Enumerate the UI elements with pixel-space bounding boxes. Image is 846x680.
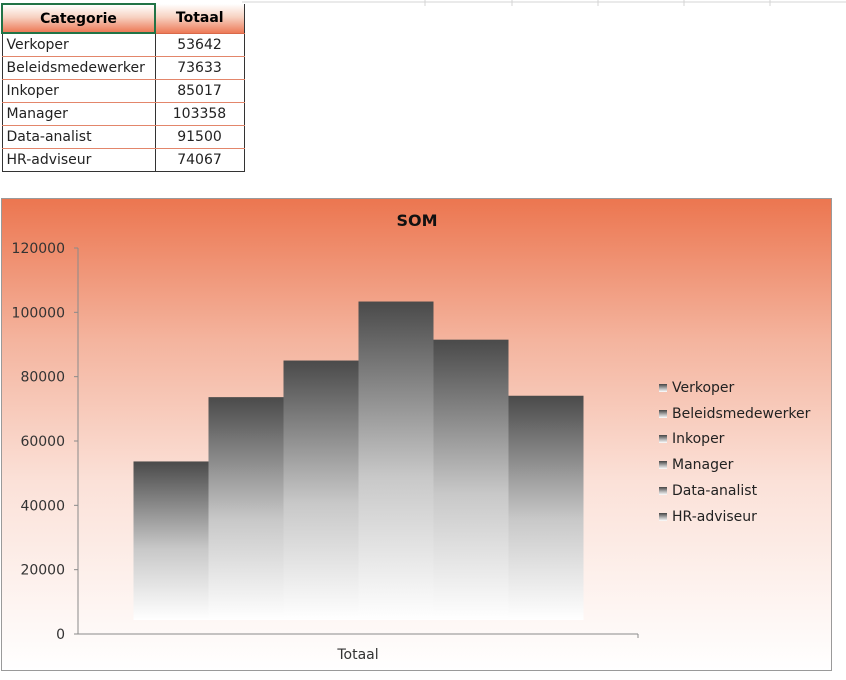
chart-area[interactable]: SOM 0 20000 40000 60000 80000 100000 120000 Tota… (1, 198, 832, 671)
legend-label: Manager (672, 457, 734, 474)
x-category-label: Totaal (336, 647, 378, 663)
cell-totaal[interactable]: 73633 (155, 56, 245, 80)
table-row: HR-adviseur 74067 (1, 148, 245, 172)
bar-inkoper (283, 360, 359, 620)
chart-title: SOM (396, 211, 437, 230)
cell-categorie[interactable]: Data-analist (1, 125, 156, 149)
bar-hr-adviseur (508, 395, 584, 620)
legend-label: Beleidsmedewerker (672, 405, 811, 422)
cell-categorie[interactable]: Manager (1, 102, 156, 126)
legend-label: Data-analist (672, 483, 758, 500)
table-row: Manager 103358 (1, 102, 245, 126)
bar-manager (358, 301, 434, 620)
chart-legend[interactable]: Verkoper Beleidsmedewerker Inkoper Manager D… (659, 375, 810, 530)
y-tick-label: 100000 (12, 305, 65, 321)
table-row: Verkoper 53642 (1, 33, 245, 57)
cell-totaal[interactable]: 85017 (155, 79, 245, 103)
cell-totaal[interactable]: 53642 (155, 33, 245, 57)
cell-totaal[interactable]: 103358 (155, 102, 245, 126)
cell-categorie[interactable]: HR-adviseur (1, 148, 156, 172)
header-categorie[interactable]: Categorie (1, 3, 156, 34)
y-tick-label: 120000 (12, 241, 65, 257)
table-row: Inkoper 85017 (1, 79, 245, 103)
cell-totaal[interactable]: 91500 (155, 125, 245, 149)
legend-label: HR-adviseur (672, 508, 757, 525)
header-totaal[interactable]: Totaal (155, 4, 245, 34)
cell-totaal[interactable]: 74067 (155, 148, 245, 172)
y-tick-label: 0 (56, 627, 65, 643)
legend-item[interactable]: HR-adviseur (659, 504, 810, 530)
legend-item[interactable]: Verkoper (659, 375, 810, 401)
legend-label: Inkoper (672, 431, 725, 448)
bar-beleidsmedewerker (208, 397, 284, 620)
y-tick-label: 60000 (20, 434, 65, 450)
cell-categorie[interactable]: Inkoper (1, 79, 156, 103)
bar-data-analist (433, 339, 509, 620)
legend-swatch-icon (659, 409, 667, 418)
legend-swatch-icon (659, 487, 667, 496)
y-tick-label: 40000 (20, 498, 65, 514)
data-table: Categorie Totaal Verkoper 53642 Beleidsmed… (1, 3, 245, 172)
table-row: Data-analist 91500 (1, 125, 245, 149)
legend-swatch-icon (659, 383, 667, 392)
y-tick-label: 20000 (20, 563, 65, 579)
table-header-row: Categorie Totaal (1, 3, 245, 34)
legend-swatch-icon (659, 512, 667, 521)
legend-swatch-icon (659, 435, 667, 444)
cell-categorie[interactable]: Verkoper (1, 33, 156, 57)
bar-verkoper (133, 461, 209, 620)
legend-swatch-icon (659, 461, 667, 470)
legend-item[interactable]: Data-analist (659, 478, 810, 504)
legend-item[interactable]: Inkoper (659, 427, 810, 453)
cell-categorie[interactable]: Beleidsmedewerker (1, 56, 156, 80)
table-row: Beleidsmedewerker 73633 (1, 56, 245, 80)
y-tick-label: 80000 (20, 370, 65, 386)
legend-item[interactable]: Manager (659, 452, 810, 478)
legend-label: Verkoper (672, 379, 735, 396)
bar-chart: SOM 0 20000 40000 60000 80000 100000 120000 Tota… (12, 211, 639, 663)
legend-item[interactable]: Beleidsmedewerker (659, 401, 810, 427)
